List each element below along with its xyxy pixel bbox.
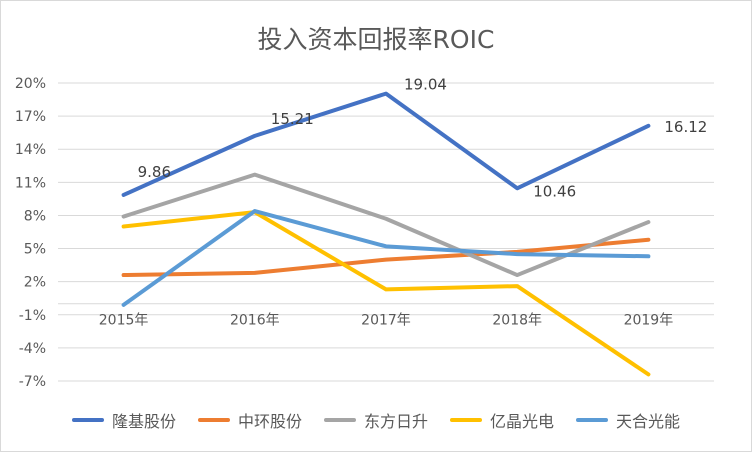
legend-swatch <box>71 418 104 422</box>
legend-item: 中环股份 <box>197 408 302 432</box>
legend-label: 亿晶光电 <box>490 412 555 431</box>
legend-item: 亿晶光电 <box>450 408 554 432</box>
legend-item: 天合光能 <box>576 408 680 432</box>
legend-swatch <box>576 418 609 422</box>
x-tick-label: 2016年 <box>230 313 280 329</box>
data-label: 15.21 <box>271 110 314 128</box>
x-tick-label: 2017年 <box>361 313 411 329</box>
x-tick-label: 2015年 <box>99 313 149 329</box>
legend-item: 东方日升 <box>323 408 428 432</box>
data-label: 9.86 <box>138 163 171 181</box>
y-tick-label: -4% <box>19 341 46 357</box>
y-tick-label: -1% <box>19 308 46 324</box>
legend-swatch <box>323 418 356 422</box>
x-tick-label: 2019年 <box>624 313 674 329</box>
y-tick-label: 5% <box>24 242 46 258</box>
y-tick-label: 11% <box>15 175 46 191</box>
chart-title: 投入资本回报率ROIC <box>257 25 495 54</box>
series-line <box>121 210 651 377</box>
legend-label: 隆基股份 <box>111 412 176 431</box>
data-label: 10.46 <box>533 182 576 200</box>
legend: 隆基股份 中环股份 东方日升 亿晶光电 天合光能 <box>0 408 752 432</box>
legend-swatch <box>450 418 482 422</box>
series-line <box>121 237 651 278</box>
series-line <box>121 91 651 197</box>
data-label: 19.04 <box>404 76 447 94</box>
legend-label: 天合光能 <box>616 412 681 431</box>
legend-label: 东方日升 <box>363 412 428 431</box>
series-line <box>121 209 651 307</box>
series-line <box>121 172 651 278</box>
legend-label: 中环股份 <box>237 412 302 431</box>
y-tick-label: -7% <box>19 374 46 390</box>
y-tick-label: 14% <box>15 142 46 158</box>
x-tick-label: 2018年 <box>492 313 542 329</box>
y-tick-label: 17% <box>15 109 46 125</box>
legend-swatch <box>197 418 230 422</box>
y-tick-label: 8% <box>24 208 46 224</box>
data-label: 16.12 <box>664 118 707 136</box>
y-tick-label: 2% <box>24 275 46 291</box>
legend-item: 隆基股份 <box>71 408 176 432</box>
y-tick-label: 20% <box>15 76 46 92</box>
